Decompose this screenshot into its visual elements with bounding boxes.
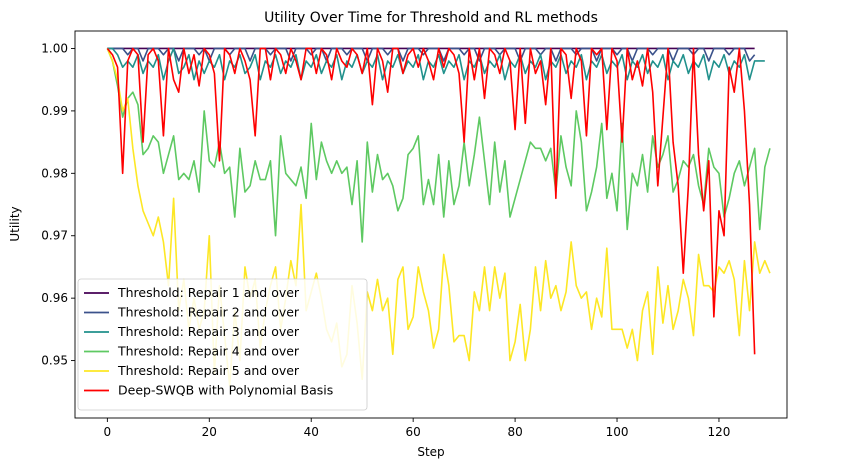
series-lines — [106, 47, 771, 387]
plot-frame — [74, 30, 788, 419]
y-axis: 0.95 0.96 0.97 0.98 0.99 1.00 — [41, 41, 75, 368]
x-axis-label: Step — [417, 445, 444, 459]
y-tick-label: 0.96 — [41, 291, 68, 305]
legend-entry: Threshold: Repair 1 and over — [117, 285, 300, 300]
legend-entry: Threshold: Repair 3 and over — [117, 324, 300, 339]
x-tick-label: 20 — [202, 425, 217, 439]
y-tick-label: 0.98 — [41, 166, 68, 180]
x-tick-label: 60 — [406, 425, 421, 439]
x-tick-label: 40 — [304, 425, 319, 439]
series-line-6 — [106, 47, 756, 355]
x-axis: 0 20 40 60 80 100 120 — [104, 418, 731, 439]
x-tick-label: 0 — [104, 425, 112, 439]
y-tick-label: 0.99 — [41, 104, 68, 118]
series-line-2 — [107, 47, 756, 62]
legend-entry: Threshold: Repair 2 and over — [117, 305, 300, 320]
legend-entry: Threshold: Repair 4 and over — [117, 344, 300, 359]
y-tick-label: 1.00 — [41, 41, 68, 55]
y-tick-label: 0.97 — [41, 229, 68, 243]
plot-area — [74, 30, 788, 419]
legend-box — [77, 278, 368, 411]
y-tick-label: 0.95 — [41, 354, 68, 368]
legend: Threshold: Repair 1 and over Threshold: R… — [77, 278, 368, 411]
legend-entry: Threshold: Repair 5 and over — [117, 363, 300, 378]
x-tick-label: 80 — [507, 425, 522, 439]
x-tick-label: 120 — [708, 425, 731, 439]
legend-entry: Deep-SWQB with Polynomial Basis — [118, 383, 333, 398]
y-axis-label: Utility — [8, 206, 22, 241]
x-tick-label: 100 — [606, 425, 629, 439]
chart-title: Utility Over Time for Threshold and RL m… — [264, 10, 598, 26]
